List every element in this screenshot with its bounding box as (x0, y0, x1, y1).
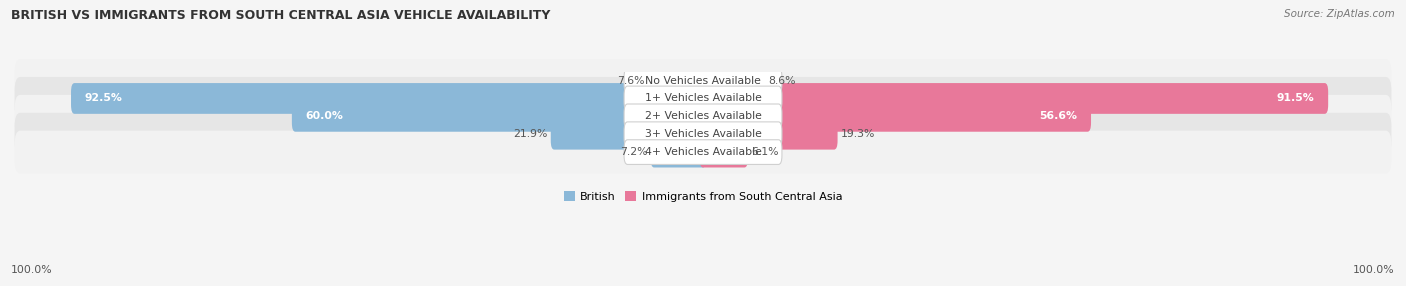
FancyBboxPatch shape (700, 101, 1091, 132)
FancyBboxPatch shape (624, 86, 782, 111)
Text: 2+ Vehicles Available: 2+ Vehicles Available (644, 111, 762, 121)
FancyBboxPatch shape (624, 140, 782, 164)
Text: 60.0%: 60.0% (305, 111, 343, 121)
Text: 19.3%: 19.3% (841, 129, 876, 139)
Text: 91.5%: 91.5% (1277, 94, 1315, 104)
Text: 7.2%: 7.2% (620, 147, 647, 157)
FancyBboxPatch shape (14, 77, 1392, 120)
FancyBboxPatch shape (14, 113, 1392, 156)
FancyBboxPatch shape (700, 137, 748, 168)
Text: 21.9%: 21.9% (513, 129, 547, 139)
FancyBboxPatch shape (624, 122, 782, 146)
FancyBboxPatch shape (551, 119, 706, 150)
Text: 3+ Vehicles Available: 3+ Vehicles Available (644, 129, 762, 139)
Text: 7.6%: 7.6% (617, 76, 644, 86)
Text: 56.6%: 56.6% (1039, 111, 1077, 121)
Text: 100.0%: 100.0% (1353, 265, 1395, 275)
Text: Source: ZipAtlas.com: Source: ZipAtlas.com (1284, 9, 1395, 19)
Text: 1+ Vehicles Available: 1+ Vehicles Available (644, 94, 762, 104)
FancyBboxPatch shape (648, 65, 706, 96)
Text: No Vehicles Available: No Vehicles Available (645, 76, 761, 86)
Text: 6.1%: 6.1% (751, 147, 779, 157)
FancyBboxPatch shape (700, 83, 1329, 114)
FancyBboxPatch shape (624, 104, 782, 129)
FancyBboxPatch shape (14, 131, 1392, 174)
FancyBboxPatch shape (700, 119, 838, 150)
Text: 4+ Vehicles Available: 4+ Vehicles Available (644, 147, 762, 157)
FancyBboxPatch shape (72, 83, 706, 114)
Text: 92.5%: 92.5% (84, 94, 122, 104)
Text: BRITISH VS IMMIGRANTS FROM SOUTH CENTRAL ASIA VEHICLE AVAILABILITY: BRITISH VS IMMIGRANTS FROM SOUTH CENTRAL… (11, 9, 551, 21)
Text: 100.0%: 100.0% (11, 265, 53, 275)
FancyBboxPatch shape (700, 65, 765, 96)
FancyBboxPatch shape (14, 59, 1392, 102)
FancyBboxPatch shape (292, 101, 706, 132)
Text: 8.6%: 8.6% (768, 76, 796, 86)
Legend: British, Immigrants from South Central Asia: British, Immigrants from South Central A… (564, 191, 842, 202)
FancyBboxPatch shape (14, 95, 1392, 138)
FancyBboxPatch shape (651, 137, 706, 168)
FancyBboxPatch shape (624, 68, 782, 93)
